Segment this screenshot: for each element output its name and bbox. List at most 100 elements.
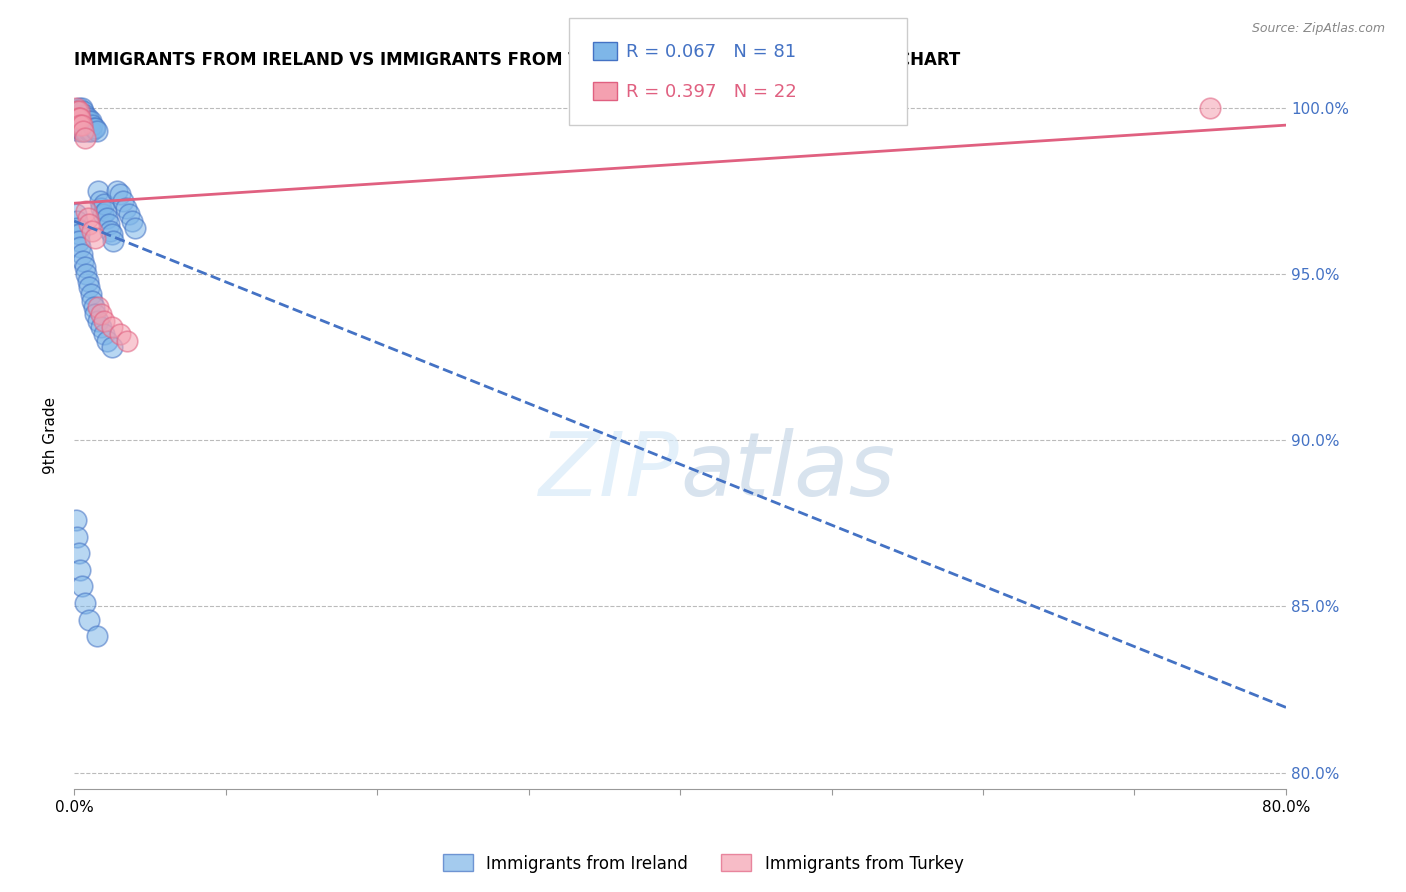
- Immigrants from Turkey: [1199, 101, 1222, 115]
- Text: IMMIGRANTS FROM IRELAND VS IMMIGRANTS FROM TURKEY 9TH GRADE CORRELATION CHART: IMMIGRANTS FROM IRELAND VS IMMIGRANTS FR…: [75, 51, 960, 69]
- Immigrants from Ireland: [65, 114, 87, 128]
- Immigrants from Ireland: [91, 207, 114, 221]
- Immigrants from Turkey: [108, 326, 131, 341]
- Immigrants from Turkey: [66, 111, 89, 125]
- Immigrants from Ireland: [75, 267, 97, 281]
- Text: ZIP: ZIP: [540, 427, 681, 514]
- Immigrants from Ireland: [69, 120, 91, 135]
- Immigrants from Ireland: [77, 613, 100, 627]
- Text: R = 0.067   N = 81: R = 0.067 N = 81: [626, 43, 796, 61]
- Immigrants from Turkey: [101, 320, 124, 334]
- Immigrants from Ireland: [65, 513, 87, 527]
- Immigrants from Ireland: [70, 124, 93, 138]
- Immigrants from Turkey: [72, 124, 94, 138]
- Immigrants from Turkey: [67, 111, 90, 125]
- Immigrants from Ireland: [80, 114, 103, 128]
- Immigrants from Turkey: [76, 211, 98, 225]
- Immigrants from Ireland: [77, 124, 100, 138]
- Immigrants from Ireland: [72, 104, 94, 119]
- Immigrants from Ireland: [66, 120, 89, 135]
- Immigrants from Ireland: [67, 107, 90, 121]
- Immigrants from Turkey: [73, 131, 96, 145]
- Immigrants from Ireland: [65, 107, 87, 121]
- Immigrants from Turkey: [93, 313, 115, 327]
- Immigrants from Ireland: [96, 211, 118, 225]
- Immigrants from Ireland: [67, 124, 90, 138]
- Immigrants from Ireland: [69, 111, 91, 125]
- Immigrants from Turkey: [70, 118, 93, 132]
- Immigrants from Ireland: [76, 111, 98, 125]
- Immigrants from Ireland: [66, 104, 89, 119]
- Immigrants from Turkey: [90, 307, 112, 321]
- Immigrants from Ireland: [70, 107, 93, 121]
- Immigrants from Ireland: [67, 227, 90, 242]
- Immigrants from Ireland: [86, 124, 108, 138]
- Immigrants from Ireland: [86, 629, 108, 643]
- Immigrants from Ireland: [111, 194, 134, 208]
- Text: atlas: atlas: [681, 427, 894, 514]
- Immigrants from Ireland: [77, 114, 100, 128]
- Immigrants from Ireland: [87, 313, 110, 327]
- Immigrants from Ireland: [87, 184, 110, 198]
- Immigrants from Turkey: [87, 301, 110, 315]
- Immigrants from Turkey: [69, 118, 91, 132]
- Immigrants from Ireland: [97, 217, 120, 231]
- Immigrants from Ireland: [69, 563, 91, 577]
- Immigrants from Ireland: [108, 187, 131, 202]
- Immigrants from Turkey: [75, 203, 97, 218]
- Immigrants from Ireland: [84, 307, 107, 321]
- Immigrants from Ireland: [82, 118, 104, 132]
- Immigrants from Ireland: [65, 207, 87, 221]
- Immigrants from Turkey: [77, 217, 100, 231]
- Immigrants from Ireland: [66, 214, 89, 228]
- Immigrants from Ireland: [83, 120, 105, 135]
- Immigrants from Ireland: [77, 280, 100, 294]
- Immigrants from Ireland: [114, 201, 136, 215]
- Immigrants from Turkey: [82, 224, 104, 238]
- Immigrants from Ireland: [75, 118, 97, 132]
- Immigrants from Ireland: [124, 220, 146, 235]
- Immigrants from Ireland: [73, 596, 96, 610]
- Immigrants from Ireland: [75, 111, 97, 125]
- Immigrants from Ireland: [70, 114, 93, 128]
- Immigrants from Ireland: [67, 101, 90, 115]
- Immigrants from Ireland: [101, 340, 124, 354]
- Immigrants from Turkey: [84, 230, 107, 244]
- Immigrants from Ireland: [67, 234, 90, 248]
- Immigrants from Ireland: [66, 220, 89, 235]
- Immigrants from Ireland: [67, 546, 90, 560]
- Immigrants from Ireland: [73, 124, 96, 138]
- Immigrants from Ireland: [80, 124, 103, 138]
- Immigrants from Ireland: [80, 287, 103, 301]
- Immigrants from Turkey: [66, 104, 89, 119]
- Immigrants from Ireland: [93, 197, 115, 211]
- Immigrants from Ireland: [96, 334, 118, 348]
- Text: Source: ZipAtlas.com: Source: ZipAtlas.com: [1251, 22, 1385, 36]
- Immigrants from Turkey: [65, 101, 87, 115]
- Immigrants from Ireland: [94, 203, 117, 218]
- Legend: Immigrants from Ireland, Immigrants from Turkey: Immigrants from Ireland, Immigrants from…: [436, 847, 970, 880]
- Immigrants from Ireland: [66, 530, 89, 544]
- Immigrants from Ireland: [90, 201, 112, 215]
- Immigrants from Ireland: [72, 253, 94, 268]
- Immigrants from Ireland: [72, 111, 94, 125]
- Immigrants from Ireland: [76, 274, 98, 288]
- Immigrants from Ireland: [84, 120, 107, 135]
- Immigrants from Ireland: [83, 301, 105, 315]
- Immigrants from Ireland: [73, 260, 96, 275]
- Immigrants from Turkey: [69, 111, 91, 125]
- Immigrants from Ireland: [69, 240, 91, 254]
- Immigrants from Ireland: [73, 114, 96, 128]
- Immigrants from Ireland: [72, 120, 94, 135]
- Y-axis label: 9th Grade: 9th Grade: [44, 397, 58, 474]
- Immigrants from Ireland: [101, 227, 124, 242]
- Immigrants from Ireland: [89, 194, 111, 208]
- Immigrants from Ireland: [70, 101, 93, 115]
- Immigrants from Ireland: [66, 111, 89, 125]
- Immigrants from Ireland: [103, 234, 125, 248]
- Immigrants from Ireland: [76, 120, 98, 135]
- Immigrants from Ireland: [70, 247, 93, 261]
- Immigrants from Ireland: [121, 214, 143, 228]
- Immigrants from Turkey: [115, 334, 138, 348]
- Immigrants from Ireland: [70, 579, 93, 593]
